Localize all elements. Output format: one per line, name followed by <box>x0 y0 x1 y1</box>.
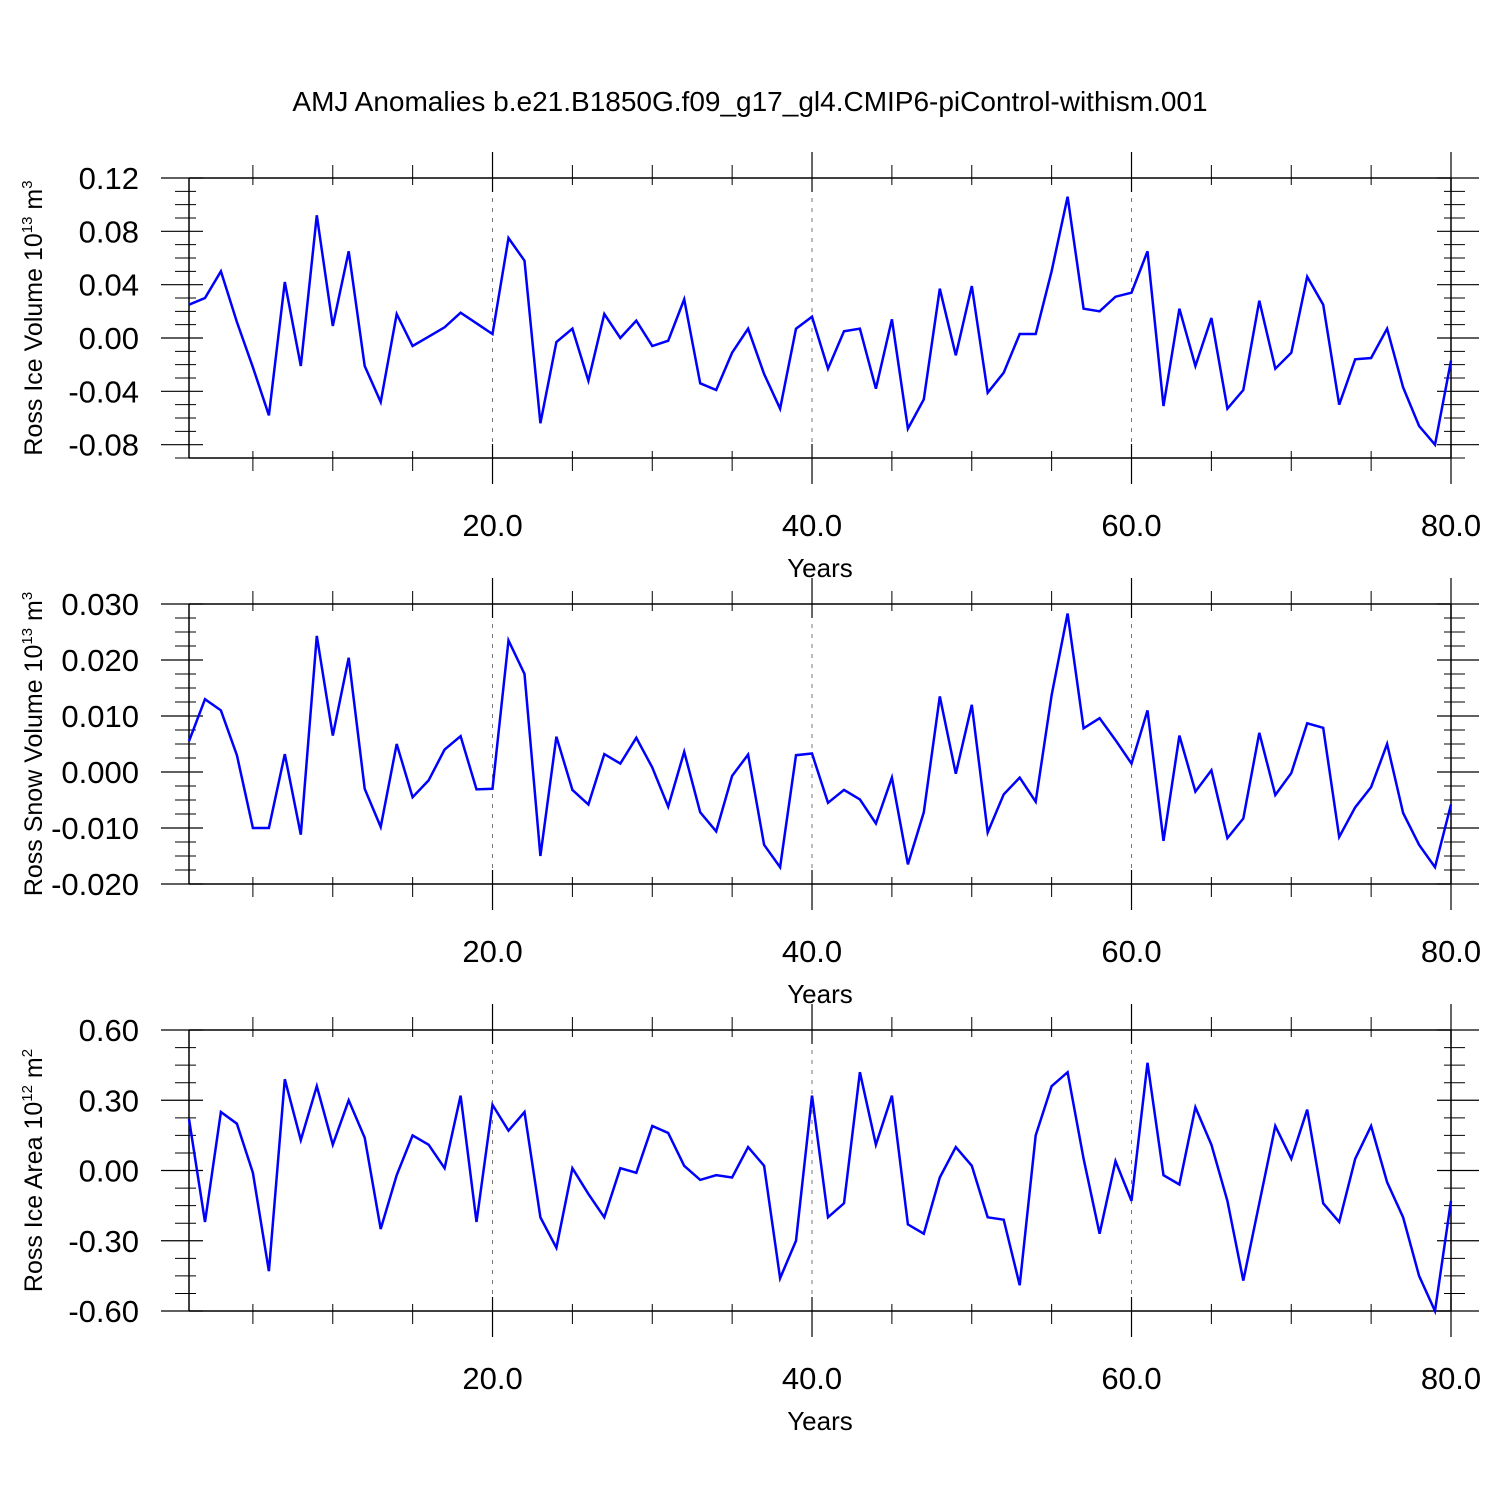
y-tick-label: 0.08 <box>79 214 139 249</box>
x-tick-label: 20.0 <box>462 508 522 543</box>
y-tick-label: -0.60 <box>68 1294 139 1329</box>
y-tick-label: -0.04 <box>68 374 139 409</box>
y-axis-title: Ross Ice Volume 1013 m3 <box>19 180 48 455</box>
x-axis-title: Years <box>787 1406 853 1436</box>
y-axis-title: Ross Ice Area 1012 m2 <box>19 1049 48 1292</box>
x-axis-title: Years <box>787 553 853 583</box>
x-tick-label: 60.0 <box>1101 1361 1161 1396</box>
panel-2: 0.030 0.020 0.010 0.000 -0.010 -0.020 20.0 40.0… <box>19 578 1481 1009</box>
y-tick-label: 0.020 <box>61 643 139 678</box>
panel-3: 0.60 0.30 0.00 -0.30 -0.60 20.0 40.0 60.0 80.0 Ye… <box>19 1004 1481 1436</box>
x-tick-label: 40.0 <box>782 1361 842 1396</box>
x-tick-label: 60.0 <box>1101 934 1161 969</box>
series-line <box>187 613 1453 871</box>
x-tick-label: 80.0 <box>1421 508 1481 543</box>
x-tick-label: 20.0 <box>462 1361 522 1396</box>
y-tick-label: -0.30 <box>68 1224 139 1259</box>
x-tick-label: 40.0 <box>782 508 842 543</box>
x-tick-label: 80.0 <box>1421 1361 1481 1396</box>
y-tick-label: 0.60 <box>79 1013 139 1048</box>
x-tick-label: 40.0 <box>782 934 842 969</box>
x-axis-title: Years <box>787 979 853 1009</box>
y-tick-label: 0.010 <box>61 699 139 734</box>
panel-1: 0.12 0.08 0.04 0.00 -0.04 -0.08 20.0 40.0 60.0 80… <box>19 152 1481 583</box>
y-tick-label: -0.010 <box>51 811 139 846</box>
y-tick-label: 0.12 <box>79 161 139 196</box>
series-line <box>187 1062 1453 1316</box>
y-axis-title: Ross Snow Volume 1013 m3 <box>19 592 48 896</box>
series-line <box>188 196 1453 448</box>
y-tick-label: -0.08 <box>68 428 139 463</box>
x-tick-label: 80.0 <box>1421 934 1481 969</box>
y-tick-label: 0.00 <box>79 321 139 356</box>
y-tick-label: 0.30 <box>79 1083 139 1118</box>
x-tick-label: 60.0 <box>1101 508 1161 543</box>
x-tick-label: 20.0 <box>462 934 522 969</box>
y-tick-label: 0.00 <box>79 1154 139 1189</box>
figure-title: AMJ Anomalies b.e21.B1850G.f09_g17_gl4.C… <box>292 86 1208 117</box>
y-tick-label: 0.04 <box>79 268 139 303</box>
y-tick-label: 0.030 <box>61 587 139 622</box>
y-tick-label: 0.000 <box>61 755 139 790</box>
y-tick-label: -0.020 <box>51 867 139 902</box>
